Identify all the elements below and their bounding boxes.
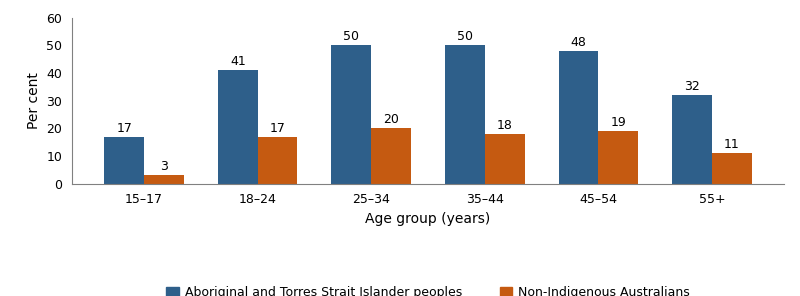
Bar (672, 95, 712, 184)
Legend: Aboriginal and Torres Strait Islander peoples, Non-Indigenous Australians: Aboriginal and Torres Strait Islander pe… (161, 281, 695, 296)
Y-axis label: Per cent: Per cent (26, 72, 41, 129)
Bar (558, 51, 598, 184)
Text: 11: 11 (724, 138, 740, 151)
Text: 19: 19 (610, 116, 626, 129)
Bar (218, 70, 258, 184)
Text: 48: 48 (570, 36, 586, 49)
Bar (331, 45, 371, 184)
Text: 41: 41 (230, 55, 246, 68)
Bar (598, 131, 638, 184)
Text: 50: 50 (457, 30, 473, 44)
Bar (445, 45, 485, 184)
Bar (144, 175, 184, 184)
X-axis label: Age group (years): Age group (years) (366, 212, 490, 226)
Text: 17: 17 (270, 122, 286, 135)
Bar (371, 128, 411, 184)
Text: 3: 3 (160, 160, 168, 173)
Bar (104, 136, 144, 184)
Bar (485, 134, 525, 184)
Text: 20: 20 (383, 113, 399, 126)
Bar (712, 153, 752, 184)
Text: 18: 18 (497, 119, 513, 132)
Text: 17: 17 (116, 122, 132, 135)
Text: 50: 50 (343, 30, 359, 44)
Text: 32: 32 (684, 80, 700, 93)
Bar (258, 136, 298, 184)
